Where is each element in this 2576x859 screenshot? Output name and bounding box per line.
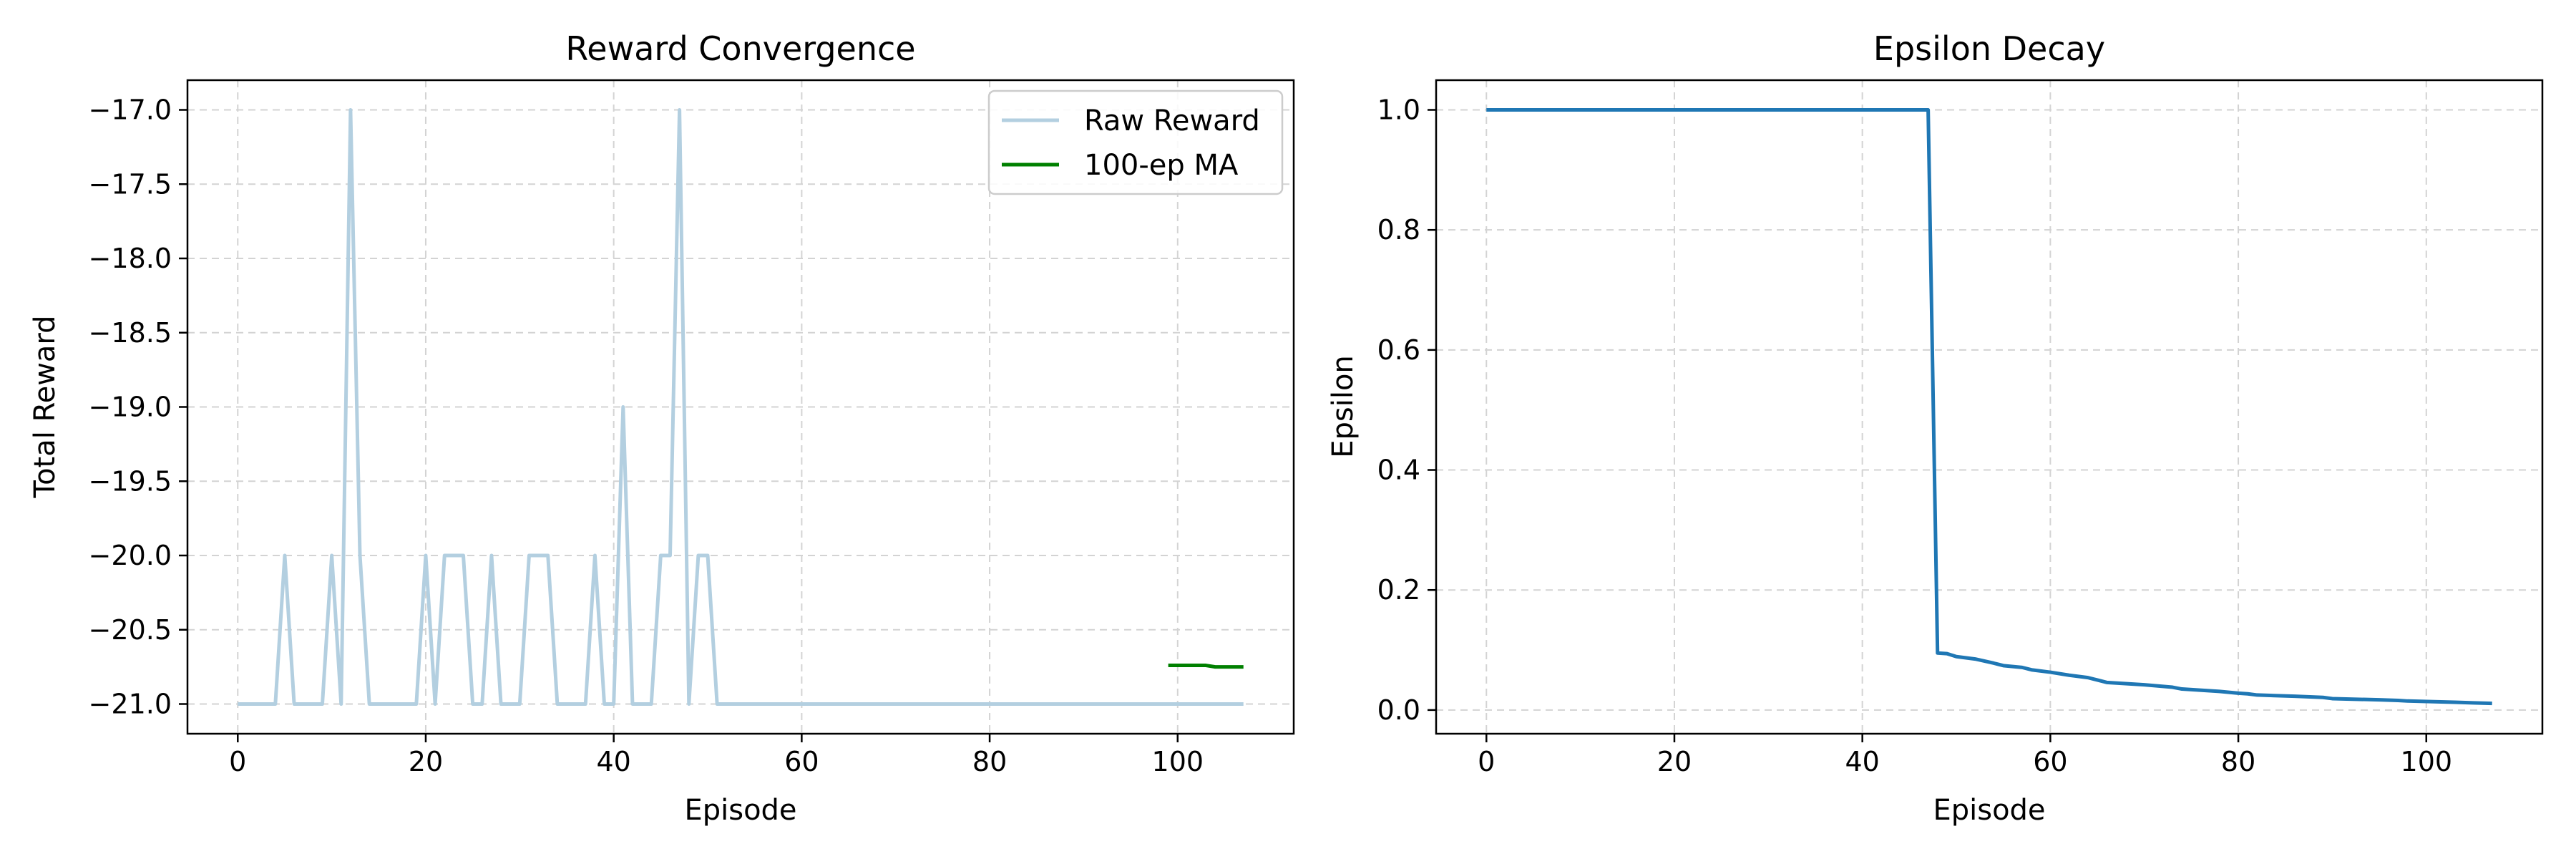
epsilon-plot-frame bbox=[1435, 79, 2544, 735]
reward-line-raw-reward bbox=[238, 108, 1244, 706]
epsilon-x-tick-label: 20 bbox=[1657, 746, 1692, 777]
reward-line-100-ep-ma bbox=[1168, 664, 1244, 669]
reward-convergence-chart: 0 20 40 60 80 100 −21.0 −20.5 −20.0 −19.5 −19.0 −18… bbox=[29, 29, 1295, 827]
reward-y-tick-label: −20.5 bbox=[89, 614, 172, 646]
reward-y-tick-label: −19.0 bbox=[89, 392, 172, 423]
reward-x-tick-label: 0 bbox=[229, 746, 246, 777]
epsilon-y-tick-label: 0.8 bbox=[1377, 214, 1420, 246]
legend-box bbox=[987, 89, 1284, 195]
reward-x-axis-label: Episode bbox=[684, 794, 796, 827]
reward-y-axis-label: Total Reward bbox=[29, 315, 62, 498]
reward-y-tick-label: −21.0 bbox=[89, 689, 172, 720]
epsilon-y-tick-label: 0.4 bbox=[1377, 455, 1420, 486]
reward-ticks: 0 20 40 60 80 100 −21.0 −20.5 −20.0 −19.5 −19.0 −18… bbox=[89, 94, 1204, 778]
reward-y-tick-label: −17.0 bbox=[89, 94, 172, 126]
reward-legend: Raw Reward 100-ep MA bbox=[987, 89, 1284, 195]
reward-x-tick-label: 60 bbox=[784, 746, 819, 777]
reward-y-tick-label: −18.5 bbox=[89, 317, 172, 349]
reward-x-tick-label: 100 bbox=[1152, 746, 1204, 777]
reward-grid bbox=[187, 80, 1294, 734]
epsilon-chart-title: Epsilon Decay bbox=[1873, 29, 2105, 68]
reward-y-tick-label: −20.0 bbox=[89, 540, 172, 571]
reward-y-tick-label: −19.5 bbox=[89, 465, 172, 497]
epsilon-y-tick-label: 0.2 bbox=[1377, 574, 1420, 606]
epsilon-ticks: 0 20 40 60 80 100 0.0 0.2 0.4 0.6 0.8 1.0 bbox=[1377, 94, 2452, 778]
epsilon-line-series-0 bbox=[1486, 108, 2492, 706]
epsilon-x-tick-label: 100 bbox=[2401, 746, 2453, 777]
legend-label-moving-average: 100-ep MA bbox=[1084, 149, 1239, 182]
epsilon-y-tick-label: 1.0 bbox=[1377, 94, 1420, 126]
epsilon-y-tick-label: 0.0 bbox=[1377, 694, 1420, 726]
reward-x-tick-label: 20 bbox=[409, 746, 443, 777]
epsilon-x-tick-label: 0 bbox=[1478, 746, 1495, 777]
reward-series bbox=[238, 108, 1244, 706]
epsilon-y-axis-label: Epsilon bbox=[1327, 355, 1360, 458]
epsilon-x-tick-label: 80 bbox=[2221, 746, 2255, 777]
legend-label-raw-reward: Raw Reward bbox=[1084, 105, 1260, 137]
reward-chart-title: Reward Convergence bbox=[565, 29, 915, 68]
reward-x-tick-label: 40 bbox=[596, 746, 630, 777]
epsilon-x-tick-label: 60 bbox=[2033, 746, 2067, 777]
epsilon-decay-chart: 0 20 40 60 80 100 0.0 0.2 0.4 0.6 0.8 1.0 Epsilon D… bbox=[1327, 29, 2544, 827]
reward-x-tick-label: 80 bbox=[972, 746, 1007, 777]
epsilon-y-tick-label: 0.6 bbox=[1377, 334, 1420, 366]
epsilon-series bbox=[1486, 108, 2492, 706]
epsilon-x-axis-label: Episode bbox=[1933, 794, 2045, 827]
reward-y-tick-label: −18.0 bbox=[89, 243, 172, 274]
epsilon-x-tick-label: 40 bbox=[1845, 746, 1879, 777]
reward-y-tick-label: −17.5 bbox=[89, 168, 172, 200]
